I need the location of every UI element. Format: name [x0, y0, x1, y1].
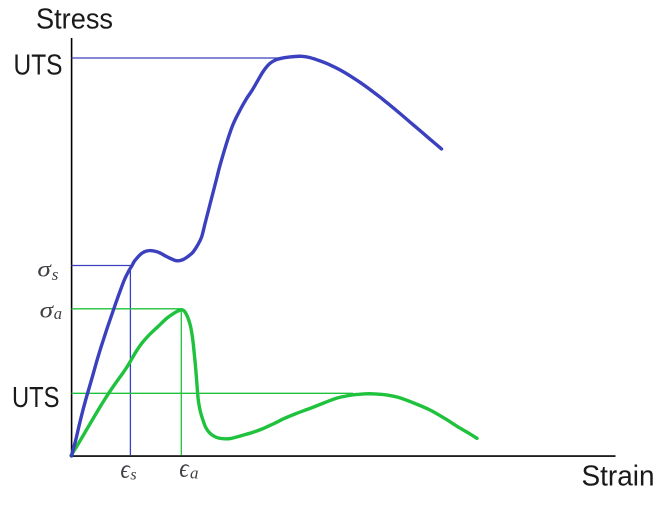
svg-text:UTS: UTS — [12, 382, 60, 414]
svg-text:a: a — [54, 304, 62, 323]
svg-text:σ: σ — [40, 298, 55, 324]
svg-text:σ: σ — [37, 257, 52, 283]
svg-text:ϵ: ϵ — [179, 454, 190, 483]
svg-text:Stress: Stress — [36, 3, 113, 35]
svg-text:Strain: Strain — [582, 461, 655, 493]
svg-text:s: s — [52, 265, 59, 284]
svg-text:ϵ: ϵ — [120, 454, 131, 483]
svg-text:UTS: UTS — [14, 50, 63, 82]
svg-text:s: s — [130, 466, 136, 483]
svg-text:a: a — [190, 464, 199, 483]
